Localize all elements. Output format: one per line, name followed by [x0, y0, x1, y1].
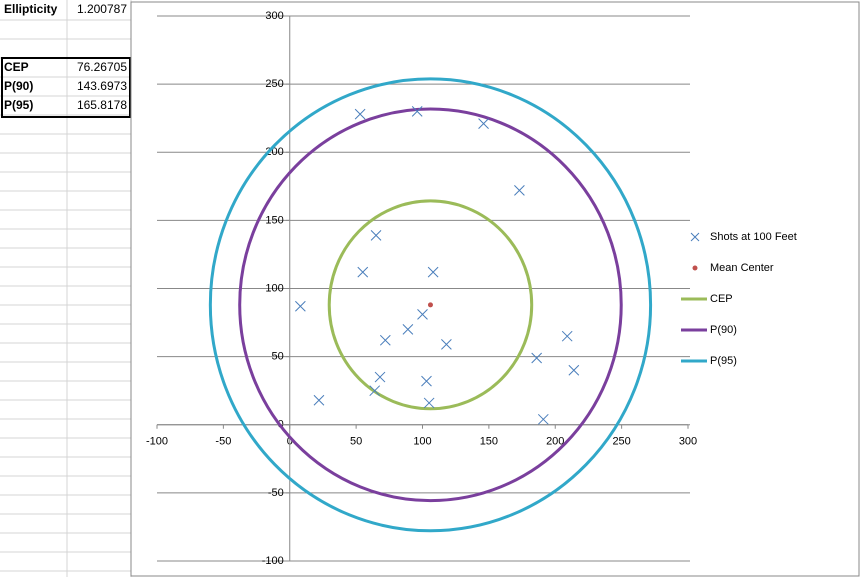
shot-marker: [402, 324, 414, 335]
shot-marker: [411, 106, 423, 117]
legend-marker: [690, 232, 700, 242]
radius-circle: [238, 107, 623, 503]
legend-label: P(90): [710, 324, 737, 336]
cell-value: 1.200787: [77, 2, 127, 16]
x-tick-label: 200: [546, 436, 564, 448]
x-tick-label: 50: [350, 436, 362, 448]
cell-label: Ellipticity: [4, 2, 58, 16]
shot-marker: [295, 300, 306, 312]
shot-marker: [313, 394, 325, 406]
shot-marker: [478, 118, 489, 129]
shot-marker: [568, 364, 580, 376]
shot-marker: [561, 330, 573, 342]
y-tick-label: 250: [265, 78, 283, 90]
cell-label: P(90): [4, 79, 33, 93]
shot-marker: [417, 309, 428, 320]
legend-label: Mean Center: [710, 262, 774, 274]
x-tick-label: 150: [480, 436, 498, 448]
mean-center: [427, 302, 433, 308]
y-tick-label: 300: [265, 10, 283, 22]
shot-marker: [427, 266, 439, 278]
cell-value: 143.6973: [77, 79, 127, 93]
y-tick-label: -50: [268, 487, 284, 499]
shot-marker: [514, 185, 525, 196]
shot-marker: [531, 352, 543, 364]
shot-marker: [441, 339, 452, 350]
y-tick-label: 50: [272, 351, 284, 363]
y-tick-label: 100: [265, 282, 283, 294]
radius-circle: [327, 199, 534, 411]
shot-marker: [357, 266, 369, 278]
shot-marker: [354, 108, 366, 120]
x-tick-label: 100: [413, 436, 431, 448]
cell-label: P(95): [4, 98, 33, 112]
x-tick-label: -100: [146, 436, 168, 448]
cell-value: 76.26705: [77, 60, 127, 74]
table-border: [1, 57, 131, 118]
legend-marker: [692, 265, 698, 271]
x-tick-label: -50: [215, 436, 231, 448]
shot-marker: [421, 375, 432, 387]
cell-value: 165.8178: [77, 98, 127, 112]
legend-label: P(95): [710, 355, 737, 367]
shot-marker: [370, 230, 382, 241]
shot-marker: [374, 371, 386, 383]
y-tick-label: -100: [262, 555, 284, 567]
shot-marker: [423, 397, 435, 409]
x-tick-label: 300: [679, 436, 697, 448]
shot-marker: [537, 413, 549, 425]
radius-circle: [208, 77, 653, 533]
legend-label: Shots at 100 Feet: [710, 231, 797, 243]
shot-marker: [369, 385, 381, 397]
legend-label: CEP: [710, 293, 733, 305]
row-lines: [0, 19, 131, 572]
cell-label: CEP: [4, 60, 29, 74]
x-tick-label: 250: [612, 436, 630, 448]
shot-marker: [379, 334, 391, 346]
y-tick-label: 150: [265, 214, 283, 226]
